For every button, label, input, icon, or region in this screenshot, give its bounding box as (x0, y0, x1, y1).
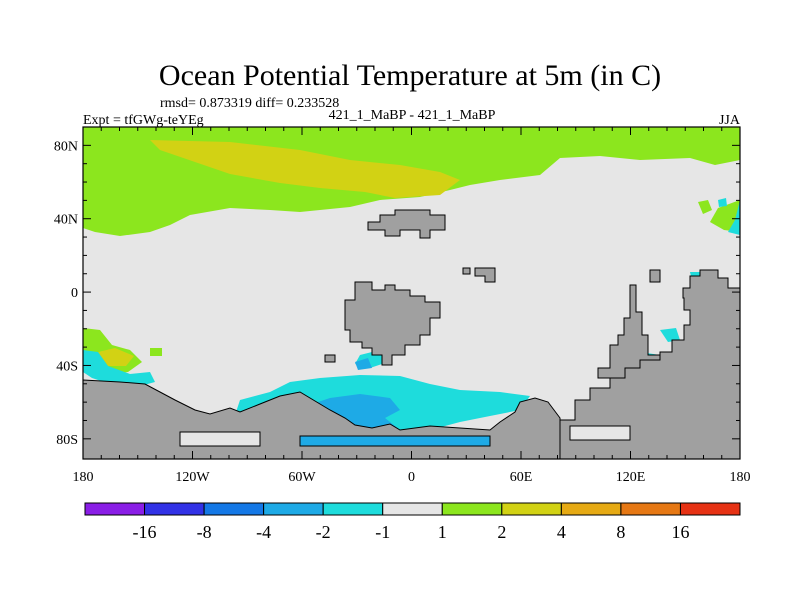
cyan-strip-west (83, 350, 155, 386)
colorbar-label: -16 (133, 522, 157, 542)
experiment-label: Expt = tfGWg-teYEg (83, 113, 204, 128)
colorbar-label: 16 (671, 522, 689, 542)
colorbar-label: -2 (316, 522, 331, 542)
stats-text: rmsd= 0.873319 diff= 0.233528 (160, 96, 339, 111)
land-small-islands (462, 267, 471, 275)
colorbar-swatch (501, 502, 562, 516)
land (83, 209, 740, 459)
colorbar-swatch (84, 502, 146, 516)
cyan-dot-north (718, 198, 727, 207)
map-field (83, 127, 740, 459)
lat-tick-label: 0 (71, 286, 78, 301)
land-antarctic-notch (179, 431, 261, 447)
land-east-block (649, 269, 661, 283)
land-island-south-atlantic (324, 354, 336, 363)
southern-ocean-blue-core-2 (355, 358, 372, 370)
land-australia-asia (559, 269, 740, 459)
colorbar-swatch (322, 502, 384, 516)
lon-tick-label: 120W (175, 470, 210, 485)
land-europe-fragment (367, 209, 446, 239)
colorbar-swatch (441, 502, 503, 516)
colorbar-label: -1 (375, 522, 390, 542)
colorbar-label: -4 (256, 522, 271, 542)
lat-tick-label: 40N (54, 213, 78, 228)
lon-tick-label: 180 (730, 470, 751, 485)
green-spot-south (150, 348, 162, 356)
indian-ocean-cyan-region-2 (660, 328, 680, 342)
colorbar-swatch (560, 502, 622, 516)
longitude-axis: 180 120W 60W 0 60E 120E 180 (73, 127, 751, 485)
lat-tick-label: 40S (56, 359, 78, 374)
north-pacific-green-region (710, 200, 740, 232)
land-antarctic-notch-2 (299, 435, 491, 447)
latitude-axis: 80N 40N 0 40S 80S (54, 139, 740, 448)
cyan-arc (728, 200, 740, 235)
colorbar-label: 1 (438, 522, 447, 542)
map-title: Ocean Potential Temperature at 5m (in C) (159, 59, 661, 92)
south-pacific-olive-region (98, 348, 134, 366)
lat-tick-label: 80S (56, 433, 78, 448)
lon-tick-label: 0 (408, 470, 415, 485)
colorbar-swatch (679, 502, 741, 516)
lon-tick-label: 60E (510, 470, 533, 485)
lon-tick-label: 120E (616, 470, 646, 485)
colorbar-swatch (382, 502, 443, 516)
colorbar-swatch (263, 502, 324, 516)
season-label: JJA (719, 113, 741, 128)
land-east-antarctic-notch (569, 425, 631, 441)
colorbar-label: 8 (616, 522, 625, 542)
colorbar-label: 2 (497, 522, 506, 542)
land-south-america (344, 281, 441, 366)
colorbar-swatch (620, 502, 681, 516)
colorbar-swatch (203, 502, 265, 516)
arctic-olive-region (150, 140, 460, 198)
lon-tick-label: 60W (288, 470, 316, 485)
lat-tick-label: 80N (54, 139, 78, 154)
colorbar: -16 -8 -4 -2 -1 1 2 4 8 16 (84, 502, 741, 542)
colorbar-label: -8 (197, 522, 212, 542)
land-small-islands-2 (474, 267, 496, 283)
colorbar-label: 4 (557, 522, 566, 542)
colorbar-swatch (144, 502, 205, 516)
lon-tick-label: 180 (73, 470, 94, 485)
small-green-spot (698, 200, 712, 214)
run-label: 421_1_MaBP - 421_1_MaBP (329, 108, 496, 123)
